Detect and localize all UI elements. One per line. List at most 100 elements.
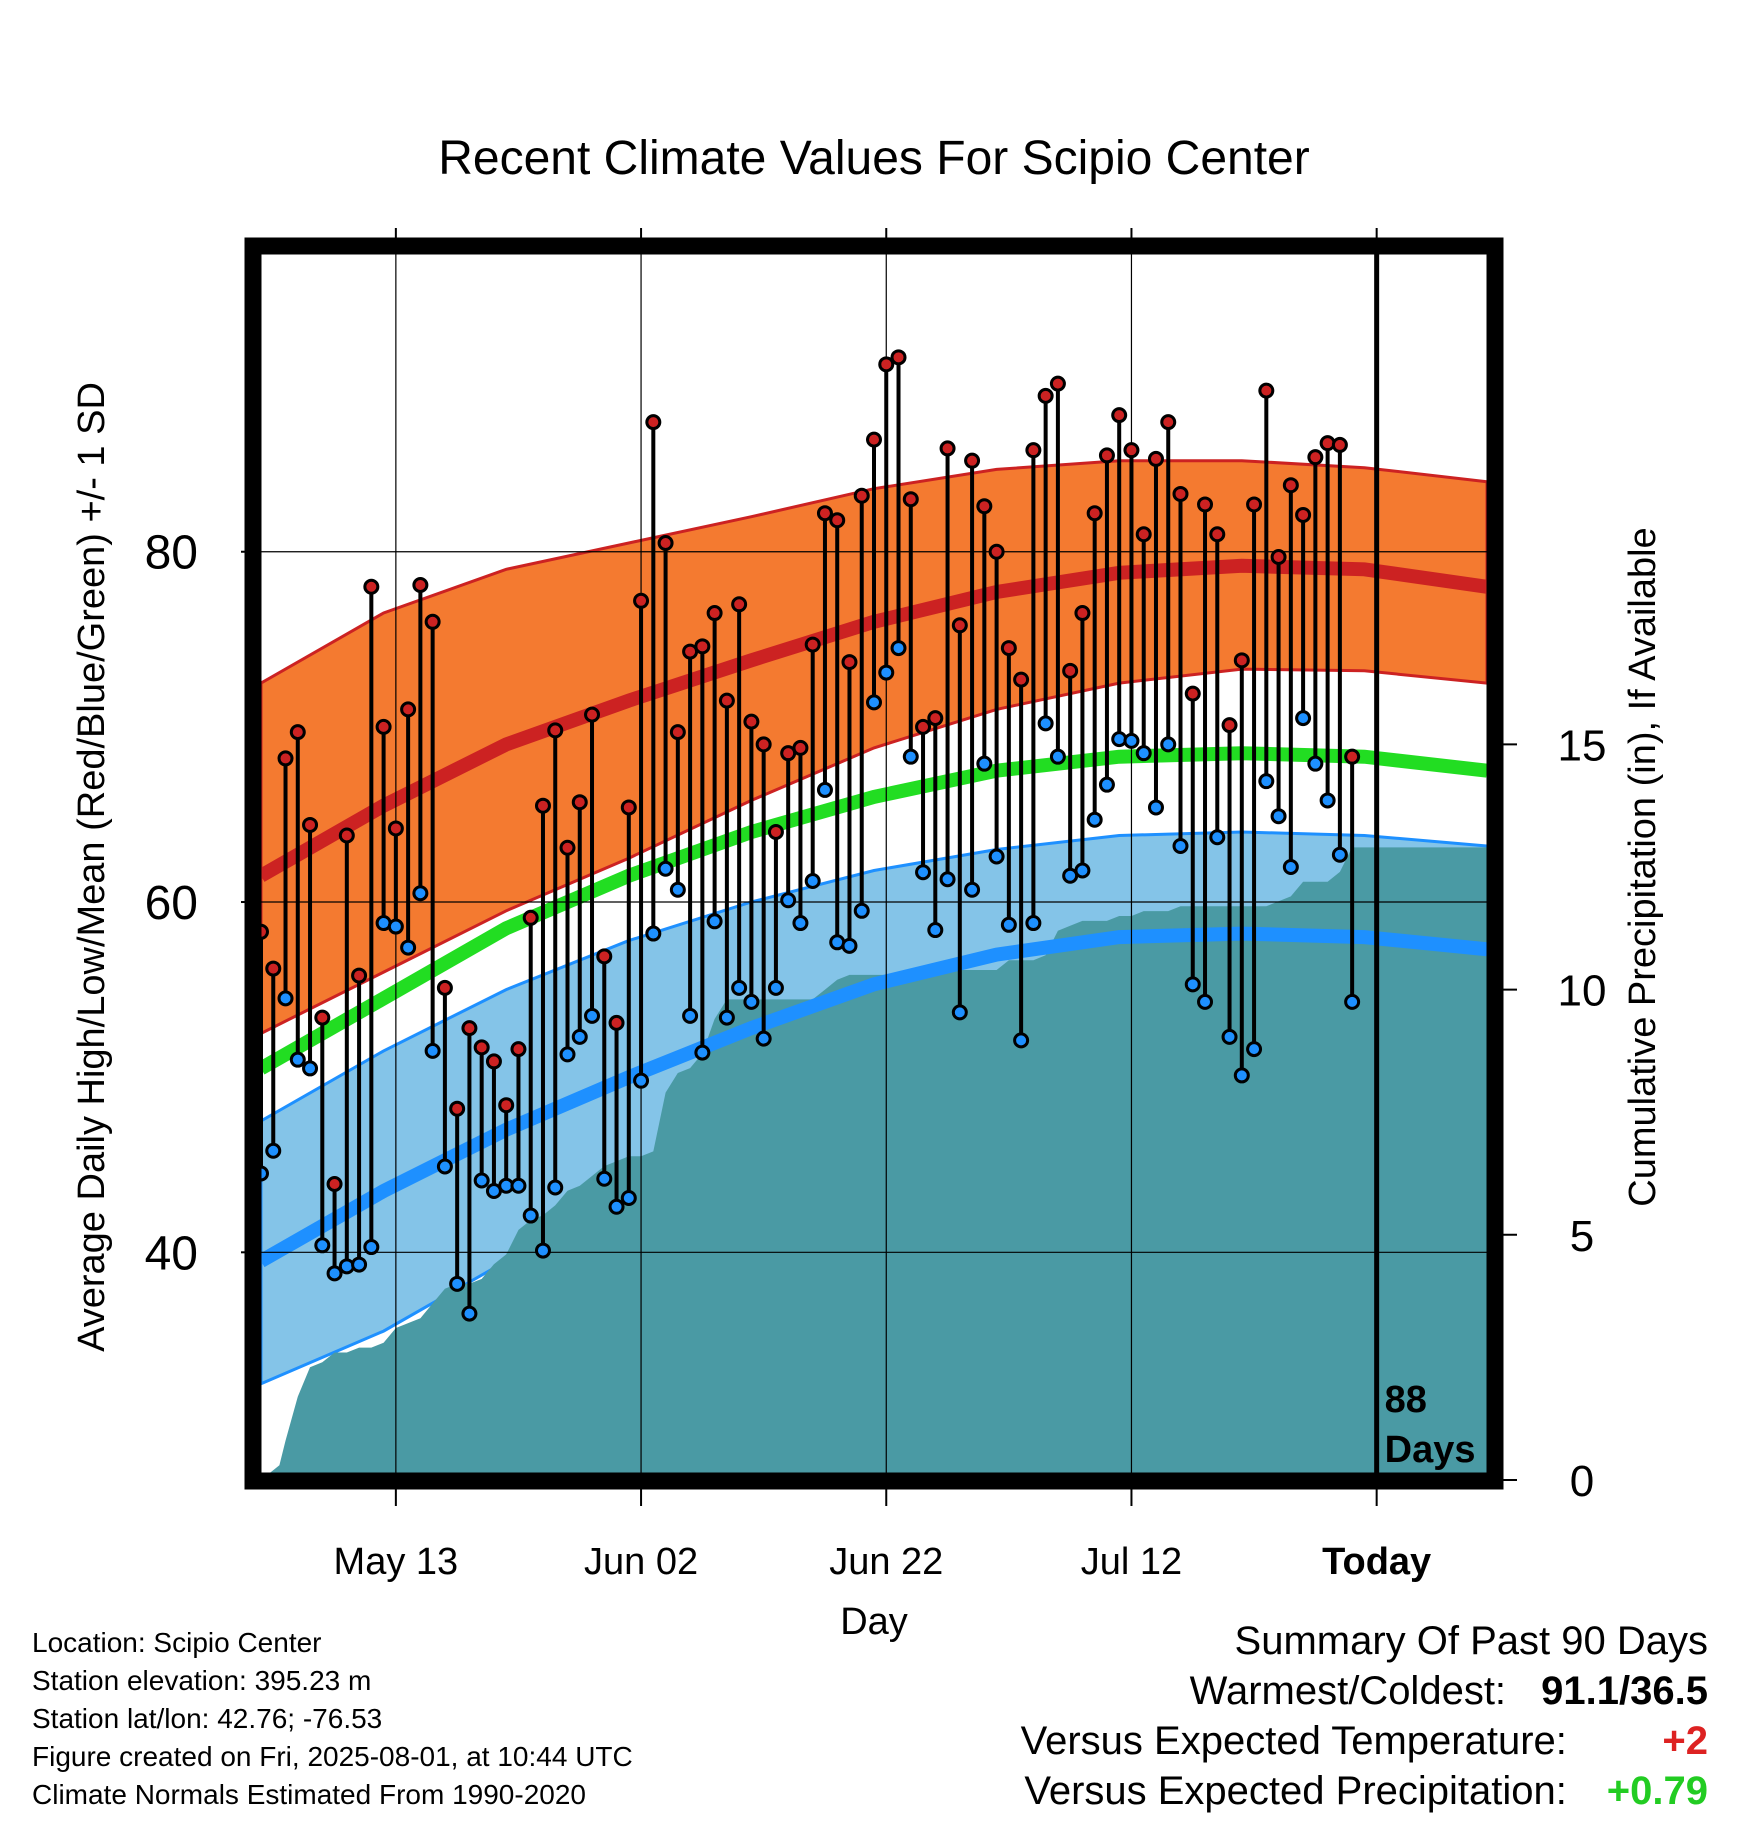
daily-high-point bbox=[1209, 526, 1226, 543]
daily-low-point bbox=[510, 1177, 527, 1194]
info-normals: Climate Normals Estimated From 1990-2020 bbox=[32, 1779, 586, 1810]
daily-low-point bbox=[522, 1207, 539, 1224]
daily-low-point bbox=[351, 1256, 368, 1273]
x-tick-label: Jul 12 bbox=[1081, 1541, 1182, 1583]
daily-high-point bbox=[1233, 652, 1250, 669]
daily-low-point bbox=[1172, 837, 1189, 854]
daily-low-point bbox=[767, 979, 784, 996]
axes: 40 60 80 0 5 10 15 May 13 Jun 02 Jun 22 Jul 12 Toda… bbox=[145, 228, 1606, 1583]
daily-high-point bbox=[412, 577, 429, 594]
daily-low-point bbox=[1307, 755, 1324, 772]
daily-high-point bbox=[1025, 442, 1042, 459]
daily-high-point bbox=[1160, 414, 1177, 431]
daily-high-point bbox=[1246, 496, 1263, 513]
daily-high-point bbox=[694, 638, 711, 655]
x-tick-label: Jun 22 bbox=[829, 1541, 943, 1583]
summary-precip-value: +0.79 bbox=[1606, 1769, 1708, 1813]
daily-low-point bbox=[1049, 748, 1066, 765]
daily-low-point bbox=[326, 1265, 343, 1282]
daily-low-point bbox=[449, 1275, 466, 1292]
daily-low-point bbox=[816, 781, 833, 798]
daily-high-point bbox=[571, 794, 588, 811]
daily-low-point bbox=[314, 1237, 331, 1254]
daily-low-point bbox=[841, 937, 858, 954]
daily-high-point bbox=[1147, 450, 1164, 467]
x-axis-label: Day bbox=[840, 1601, 908, 1643]
mean-normal-line bbox=[261, 746, 1487, 1075]
daily-high-point bbox=[1049, 375, 1066, 392]
summary-warmest-row: Warmest/Coldest: 91.1/36.5 bbox=[1021, 1666, 1708, 1716]
station-info: Location: Scipio Center Station elevatio… bbox=[32, 1624, 633, 1814]
daily-high-point bbox=[314, 1009, 331, 1026]
daily-high-point bbox=[1331, 436, 1348, 453]
daily-high-point bbox=[816, 505, 833, 522]
summary-precip-label: Versus Expected Precipitation: bbox=[1024, 1769, 1567, 1813]
daily-low-point bbox=[571, 1028, 588, 1045]
daily-low-point bbox=[596, 1170, 613, 1187]
daily-low-point bbox=[1098, 776, 1115, 793]
daily-low-point bbox=[718, 1009, 735, 1026]
daily-high-point bbox=[1135, 526, 1152, 543]
x-tick-label: Today bbox=[1322, 1541, 1431, 1583]
daily-high-point bbox=[1013, 671, 1030, 688]
daily-high-point bbox=[424, 613, 441, 630]
today-days-label: 88 bbox=[1385, 1379, 1427, 1421]
daily-high-point bbox=[1307, 449, 1324, 466]
daily-high-point bbox=[1270, 548, 1287, 565]
daily-high-point bbox=[841, 654, 858, 671]
daily-high-point bbox=[755, 736, 772, 753]
chart-title: Recent Climate Values For Scipio Center bbox=[438, 132, 1309, 185]
daily-low-point bbox=[436, 1158, 453, 1175]
daily-low-point bbox=[1197, 993, 1214, 1010]
daily-low-point bbox=[302, 1060, 319, 1077]
daily-high-point bbox=[804, 636, 821, 653]
daily-low-point bbox=[682, 1007, 699, 1024]
y-tick-label: 60 bbox=[145, 877, 198, 930]
daily-high-point bbox=[387, 820, 404, 837]
daily-high-point bbox=[1086, 505, 1103, 522]
daily-low-point bbox=[547, 1179, 564, 1196]
daily-low-point bbox=[1135, 745, 1152, 762]
daily-low-point bbox=[1184, 976, 1201, 993]
daily-low-point bbox=[363, 1239, 380, 1256]
daily-low-point bbox=[731, 979, 748, 996]
daily-low-point bbox=[387, 918, 404, 935]
daily-low-point bbox=[289, 1051, 306, 1068]
daily-low-point bbox=[755, 1030, 772, 1047]
daily-low-point bbox=[669, 881, 686, 898]
daily-low-point bbox=[804, 873, 821, 890]
daily-low-point bbox=[890, 640, 907, 657]
summary-warmest-value: 91.1/36.5 bbox=[1541, 1669, 1708, 1713]
daily-low-point bbox=[976, 755, 993, 772]
daily-low-point bbox=[1319, 792, 1336, 809]
daily-low-point bbox=[780, 892, 797, 909]
daily-high-point bbox=[976, 498, 993, 515]
daily-high-point bbox=[1111, 407, 1128, 424]
daily-high-point bbox=[1221, 717, 1238, 734]
daily-low-point bbox=[645, 925, 662, 942]
daily-low-point bbox=[1258, 773, 1275, 790]
daily-low-point bbox=[584, 1007, 601, 1024]
daily-high-point bbox=[1258, 382, 1275, 399]
daily-low-point bbox=[261, 1165, 269, 1182]
daily-low-point bbox=[902, 748, 919, 765]
daily-high-point bbox=[620, 799, 637, 816]
daily-low-point bbox=[1074, 862, 1091, 879]
daily-high-point bbox=[1197, 496, 1214, 513]
x-tick-label: Jun 02 bbox=[584, 1541, 698, 1583]
daily-low-point bbox=[1221, 1028, 1238, 1045]
daily-high-point bbox=[1172, 485, 1189, 502]
daily-high-point bbox=[1037, 387, 1054, 404]
today-days-label: Days bbox=[1385, 1429, 1476, 1471]
summary-temp-label: Versus Expected Temperature: bbox=[1020, 1719, 1567, 1763]
daily-high-point bbox=[657, 534, 674, 551]
daily-low-point bbox=[853, 902, 870, 919]
daily-high-point bbox=[743, 713, 760, 730]
daily-low-point bbox=[1025, 915, 1042, 932]
daily-high-point bbox=[964, 452, 981, 469]
plot-border bbox=[244, 237, 1504, 1490]
daily-low-point bbox=[559, 1046, 576, 1063]
daily-low-point bbox=[620, 1190, 637, 1207]
daily-high-point bbox=[1344, 748, 1361, 765]
